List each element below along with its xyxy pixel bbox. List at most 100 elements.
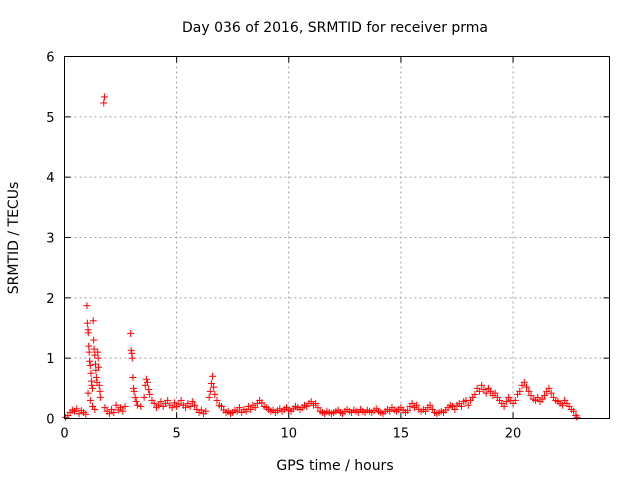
data-point <box>164 396 172 404</box>
data-point <box>464 401 472 409</box>
data-point <box>186 402 194 410</box>
data-point <box>502 398 510 406</box>
y-tick-label: 0 <box>46 413 54 428</box>
data-point <box>95 381 103 389</box>
data-point <box>95 363 103 371</box>
data-point <box>82 410 90 418</box>
data-point <box>534 393 542 401</box>
data-point <box>520 378 528 386</box>
data-points <box>62 93 581 421</box>
data-point <box>83 319 91 327</box>
data-point <box>83 302 91 310</box>
data-point <box>457 402 465 410</box>
data-point <box>110 408 118 416</box>
data-point <box>145 386 153 394</box>
data-point <box>487 387 495 395</box>
ticks <box>64 56 610 419</box>
data-point <box>143 378 151 386</box>
data-point <box>89 317 97 325</box>
data-point <box>91 405 99 413</box>
x-tick-label: 0 <box>60 427 68 442</box>
data-point <box>131 393 139 401</box>
data-point <box>92 373 100 381</box>
data-point <box>538 395 546 403</box>
data-point <box>247 405 255 413</box>
data-point <box>130 387 138 395</box>
data-point <box>480 386 488 394</box>
data-point <box>572 411 580 419</box>
data-point <box>177 396 185 404</box>
data-point <box>540 392 548 400</box>
data-point <box>516 387 524 395</box>
data-point <box>547 389 555 397</box>
data-point <box>101 404 109 412</box>
grid <box>64 56 610 419</box>
data-point <box>137 402 145 410</box>
data-point <box>191 401 199 409</box>
data-point <box>205 393 213 401</box>
data-point <box>168 404 176 412</box>
data-point <box>100 93 108 101</box>
data-point <box>558 401 566 409</box>
data-point <box>386 407 394 415</box>
data-point <box>570 407 578 415</box>
data-point <box>94 354 102 362</box>
data-point <box>258 399 266 407</box>
data-point <box>188 398 196 406</box>
data-point <box>121 402 129 410</box>
data-point <box>132 398 140 406</box>
data-point <box>426 401 434 409</box>
data-point <box>207 380 215 388</box>
data-point <box>478 381 486 389</box>
data-point <box>133 401 141 409</box>
data-point <box>146 390 154 398</box>
data-point <box>525 387 533 395</box>
data-point <box>91 351 99 359</box>
data-point <box>90 336 98 344</box>
data-point <box>86 396 94 404</box>
data-point <box>128 354 136 362</box>
data-point <box>86 357 94 365</box>
data-point <box>206 387 214 395</box>
data-point <box>202 407 210 415</box>
y-tick-label: 5 <box>46 111 54 126</box>
data-point <box>129 373 137 381</box>
data-point <box>413 401 421 409</box>
x-axis-label: GPS time / hours <box>276 458 393 474</box>
x-tick-label: 15 <box>393 427 410 442</box>
data-point <box>157 398 165 406</box>
data-point <box>85 342 93 350</box>
y-axis-label: SRMTID / TECUs <box>6 182 22 295</box>
data-point <box>112 401 120 409</box>
data-point <box>213 396 221 404</box>
x-tick-label: 5 <box>172 427 180 442</box>
data-point <box>235 404 243 412</box>
data-point <box>475 387 483 395</box>
chart-title: Day 036 of 2016, SRMTID for receiver prm… <box>182 20 488 36</box>
data-point <box>87 369 95 377</box>
data-point <box>100 99 108 107</box>
data-point <box>91 360 99 368</box>
data-point <box>523 383 531 391</box>
y-tick-label: 3 <box>46 232 54 247</box>
data-point <box>86 361 94 369</box>
data-point <box>511 396 519 404</box>
y-tick-label: 2 <box>46 292 54 307</box>
data-point <box>170 399 178 407</box>
data-point <box>422 407 430 415</box>
data-point <box>89 384 97 392</box>
x-tick-label: 20 <box>505 427 522 442</box>
data-point <box>312 399 320 407</box>
data-point <box>84 389 92 397</box>
data-point <box>471 390 479 398</box>
data-point <box>197 406 205 414</box>
data-point <box>127 346 135 354</box>
data-point <box>105 410 113 418</box>
data-point <box>451 405 459 413</box>
data-point <box>211 390 219 398</box>
data-point <box>491 389 499 397</box>
data-point <box>117 404 125 412</box>
data-point <box>150 399 158 407</box>
data-point <box>209 372 217 380</box>
